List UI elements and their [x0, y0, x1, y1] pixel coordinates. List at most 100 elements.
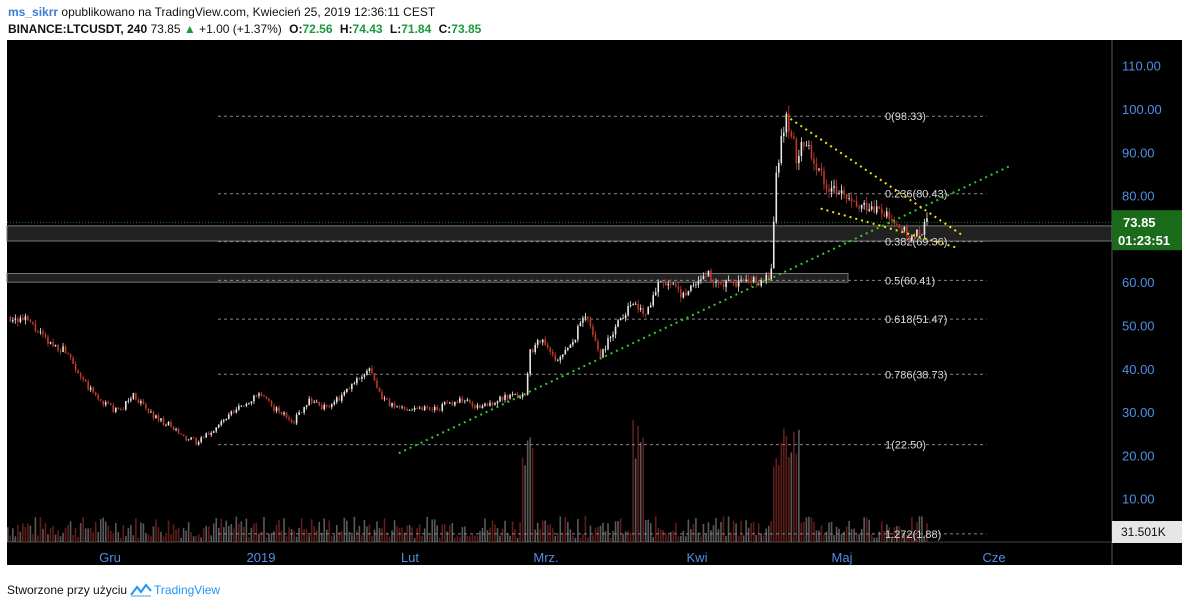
candle-body — [283, 412, 285, 415]
candle-body — [516, 394, 519, 399]
volume-bar — [97, 532, 100, 542]
volume-bar — [22, 523, 24, 542]
volume-bar — [82, 516, 84, 542]
fib-level-label: 0.786(38.73) — [885, 369, 947, 381]
volume-bar — [511, 521, 514, 542]
candle-body — [577, 326, 579, 340]
candle-body — [295, 414, 298, 424]
candle-body — [923, 221, 926, 235]
candle-body — [592, 326, 594, 335]
candle-body — [19, 317, 22, 323]
candle-body — [353, 383, 356, 385]
candle-body — [554, 354, 557, 361]
candle-body — [740, 279, 742, 281]
volume-bar — [215, 518, 218, 542]
candle-body — [268, 398, 270, 401]
candle-body — [67, 353, 69, 355]
candle-body — [906, 226, 908, 236]
volume-bar — [624, 531, 627, 542]
volume-bar — [850, 529, 853, 542]
volume-bar — [639, 442, 642, 542]
volume-bar — [408, 525, 411, 542]
volume-bar — [677, 536, 680, 542]
candle-body — [197, 442, 200, 445]
volume-bar — [901, 532, 903, 542]
candle-body — [722, 284, 725, 288]
volume-bar — [423, 528, 426, 542]
volume-bar — [853, 528, 855, 542]
candle-body — [358, 378, 361, 379]
volume-bar — [343, 517, 346, 542]
candle-body — [24, 316, 27, 321]
tradingview-logo[interactable]: TradingView — [130, 583, 220, 597]
chart-area[interactable]: 0(98.33) 0.236(80.43) 0.382(69.36) 0.5(60.4… — [0, 40, 1188, 575]
volume-bar — [813, 521, 815, 542]
volume-bar — [672, 530, 675, 542]
candle-body — [233, 411, 235, 413]
volume-bar — [569, 529, 572, 542]
support-trendline[interactable] — [398, 164, 1012, 455]
volume-bar — [805, 517, 808, 542]
support-zone[interactable] — [6, 273, 849, 283]
candle-body — [875, 206, 878, 213]
candle-body — [12, 320, 14, 322]
volume-bar — [873, 537, 876, 542]
candle-body — [531, 349, 534, 353]
volume-bar — [865, 517, 868, 542]
candle-body — [572, 341, 574, 345]
price-tick-label: 90.00 — [1122, 145, 1155, 160]
candle-body — [579, 322, 582, 327]
volume-bar — [449, 524, 451, 542]
volume-bar — [243, 526, 245, 542]
candle-body — [767, 274, 770, 280]
volume-bar — [290, 529, 293, 542]
candle-body — [476, 405, 479, 408]
volume-bar — [37, 535, 39, 542]
candle-body — [338, 397, 341, 401]
volume-bar — [657, 527, 660, 542]
candle-body — [376, 380, 378, 388]
volume-bar — [715, 518, 717, 542]
volume-bar — [659, 529, 662, 542]
candle-body — [403, 406, 406, 409]
volume-bar — [293, 530, 295, 542]
candle-body — [700, 279, 702, 281]
candle-body — [114, 407, 117, 412]
candle-body — [192, 437, 195, 439]
candle-body — [687, 290, 690, 296]
volume-bar — [57, 530, 59, 542]
candle-body — [378, 387, 381, 392]
candle-body — [330, 404, 333, 408]
price-chart[interactable]: 0(98.33) 0.236(80.43) 0.382(69.36) 0.5(60.4… — [0, 40, 1188, 575]
volume-bar — [14, 536, 17, 542]
price-tick-label: 60.00 — [1122, 275, 1155, 290]
candle-body — [916, 229, 918, 237]
candle-body — [602, 349, 604, 358]
candle-body — [167, 421, 170, 425]
volume-bar — [7, 527, 9, 542]
candle-body — [34, 323, 37, 332]
volume-bar — [59, 536, 62, 542]
candle-body — [77, 370, 79, 374]
volume-bar — [200, 537, 202, 542]
candle-body — [529, 349, 531, 374]
volume-bar — [333, 535, 336, 542]
candle-body — [391, 403, 393, 407]
author-link[interactable]: ms_sikrr — [8, 5, 59, 19]
candle-body — [92, 387, 94, 393]
current-price-badge[interactable] — [1112, 210, 1182, 251]
candle-body — [200, 437, 202, 443]
candle-body — [551, 351, 554, 355]
candle-body — [125, 401, 127, 410]
candle-body — [225, 418, 228, 421]
candle-body — [747, 279, 750, 282]
candle-body — [732, 282, 735, 284]
volume-bar — [64, 527, 67, 542]
volume-bar — [667, 534, 670, 542]
volume-bar — [911, 516, 913, 542]
candle-body — [562, 354, 564, 357]
candle-body — [544, 339, 547, 345]
volume-bar — [549, 524, 552, 542]
candle-body — [343, 392, 346, 396]
high-value: 74.43 — [352, 22, 383, 36]
